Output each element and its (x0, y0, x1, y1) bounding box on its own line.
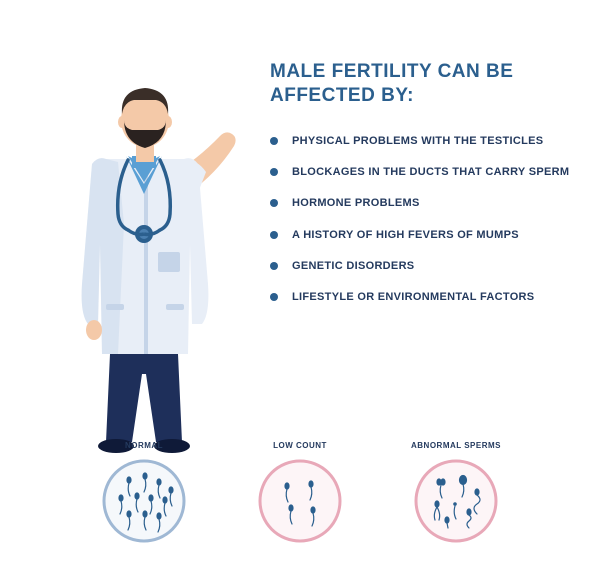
bullet-text: BLOCKAGES IN THE DUCTS THAT CARRY SPERM (292, 165, 569, 180)
bullet-dot (270, 199, 278, 207)
diagram-label: LOW COUNT (273, 441, 327, 450)
diagram-label: NORMAL (125, 441, 163, 450)
bullet-dot (270, 231, 278, 239)
bullet-dot (270, 137, 278, 145)
bullet-text: HORMONE PROBLEMS (292, 196, 420, 211)
list-item: BLOCKAGES IN THE DUCTS THAT CARRY SPERM (270, 165, 570, 180)
list-item: HORMONE PROBLEMS (270, 196, 570, 211)
normal-circle-icon (101, 458, 187, 544)
list-item: A HISTORY OF HIGH FEVERS OF MUMPS (270, 228, 570, 243)
doctor-illustration (48, 64, 248, 454)
page-title: MALE FERTILITY CAN BE AFFECTED BY: (270, 60, 570, 108)
bullet-dot (270, 262, 278, 270)
bullet-dot (270, 168, 278, 176)
bullet-text: A HISTORY OF HIGH FEVERS OF MUMPS (292, 228, 519, 243)
diagram-row: NORMAL LOW COUNT (0, 441, 600, 544)
low-count-circle-icon (257, 458, 343, 544)
bullet-text: LIFESTYLE OR ENVIRONMENTAL FACTORS (292, 290, 534, 305)
factor-list: PHYSICAL PROBLEMS WITH THE TESTICLES BLO… (270, 134, 570, 306)
list-item: PHYSICAL PROBLEMS WITH THE TESTICLES (270, 134, 570, 149)
diagram-normal: NORMAL (84, 441, 204, 544)
abnormal-circle-icon (413, 458, 499, 544)
bullet-dot (270, 293, 278, 301)
bullet-text: GENETIC DISORDERS (292, 259, 414, 274)
diagram-low-count: LOW COUNT (240, 441, 360, 544)
list-item: GENETIC DISORDERS (270, 259, 570, 274)
list-item: LIFESTYLE OR ENVIRONMENTAL FACTORS (270, 290, 570, 305)
bullet-text: PHYSICAL PROBLEMS WITH THE TESTICLES (292, 134, 543, 149)
diagram-abnormal: ABNORMAL SPERMS (396, 441, 516, 544)
diagram-label: ABNORMAL SPERMS (411, 441, 501, 450)
content-panel: MALE FERTILITY CAN BE AFFECTED BY: PHYSI… (270, 60, 570, 322)
